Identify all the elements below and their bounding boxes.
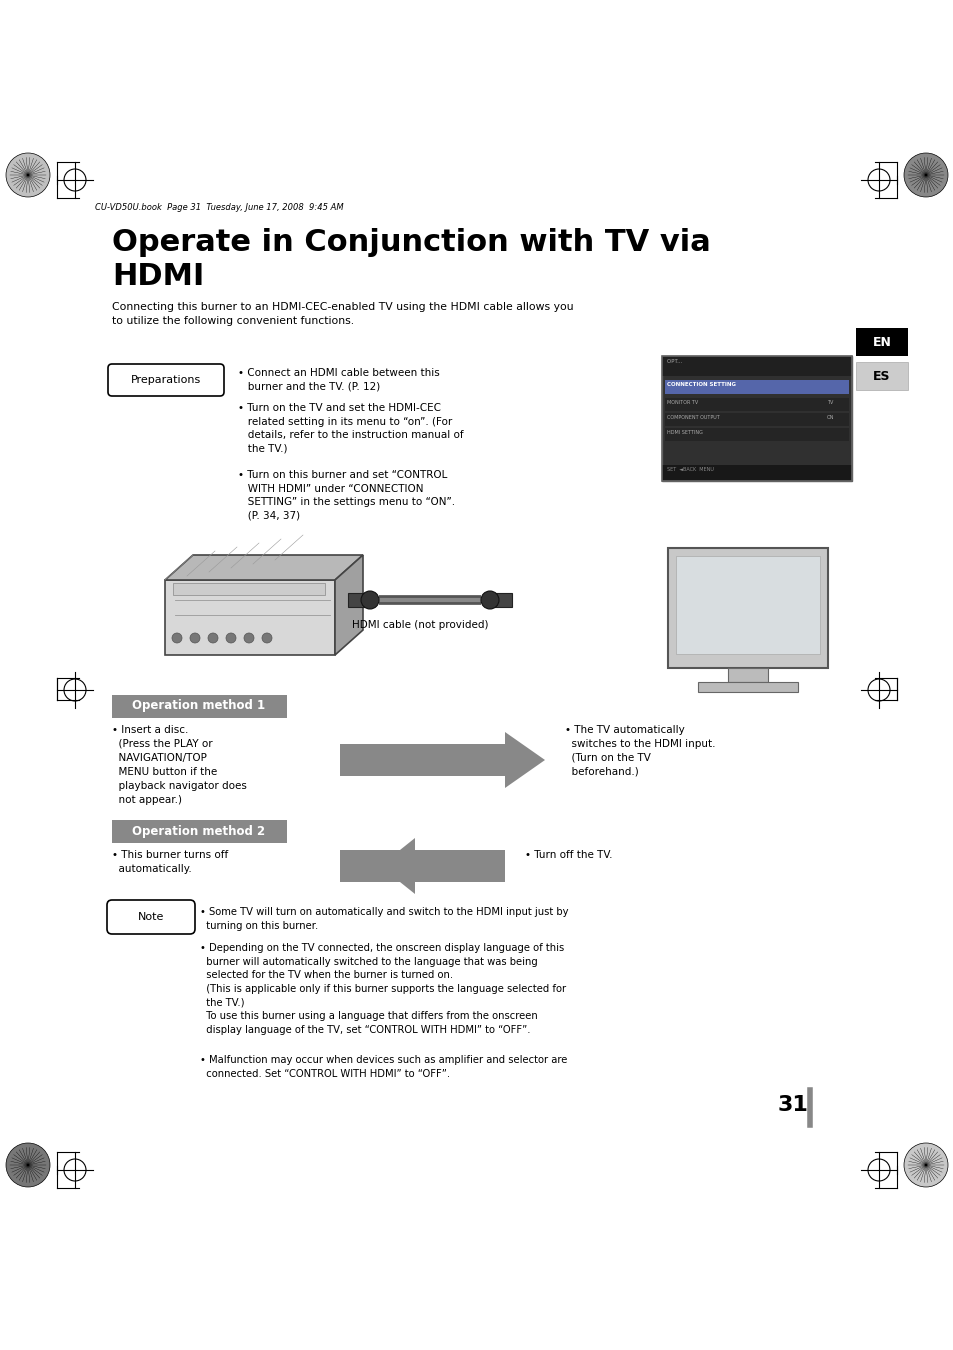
FancyBboxPatch shape — [698, 682, 797, 693]
Text: • Turn off the TV.: • Turn off the TV. — [524, 850, 612, 860]
Text: • Depending on the TV connected, the onscreen display language of this
  burner : • Depending on the TV connected, the ons… — [200, 944, 565, 1034]
FancyBboxPatch shape — [664, 413, 848, 427]
Polygon shape — [379, 838, 415, 894]
FancyBboxPatch shape — [661, 356, 851, 377]
Text: HDMI cable (not provided): HDMI cable (not provided) — [352, 620, 488, 630]
FancyBboxPatch shape — [108, 364, 224, 396]
Text: ON: ON — [826, 414, 834, 420]
Text: EN: EN — [872, 336, 890, 348]
Text: Operation method 1: Operation method 1 — [132, 699, 265, 713]
FancyBboxPatch shape — [112, 819, 287, 842]
Text: • The TV automatically
  switches to the HDMI input.
  (Turn on the TV
  beforeh: • The TV automatically switches to the H… — [564, 725, 715, 778]
Circle shape — [262, 633, 272, 643]
FancyBboxPatch shape — [667, 548, 827, 668]
Circle shape — [172, 633, 182, 643]
Text: Connecting this burner to an HDMI-CEC-enabled TV using the HDMI cable allows you: Connecting this burner to an HDMI-CEC-en… — [112, 302, 573, 325]
Text: • Malfunction may occur when devices such as amplifier and selector are
  connec: • Malfunction may occur when devices suc… — [200, 1054, 567, 1079]
Text: HDMI SETTING: HDMI SETTING — [666, 431, 702, 435]
Text: 31: 31 — [777, 1095, 807, 1115]
FancyBboxPatch shape — [855, 362, 907, 390]
Circle shape — [903, 153, 947, 197]
Text: • Turn on the TV and set the HDMI-CEC
   related setting in its menu to “on”. (F: • Turn on the TV and set the HDMI-CEC re… — [237, 404, 463, 454]
Text: CONNECTION SETTING: CONNECTION SETTING — [666, 382, 735, 387]
Polygon shape — [335, 555, 363, 655]
Text: HDMI: HDMI — [112, 262, 204, 292]
Text: • Turn on this burner and set “CONTROL
   WITH HDMI” under “CONNECTION
   SETTIN: • Turn on this burner and set “CONTROL W… — [237, 470, 455, 521]
Text: TV: TV — [826, 400, 833, 405]
Text: SET  ◄BACK  MENU: SET ◄BACK MENU — [666, 467, 713, 472]
FancyBboxPatch shape — [339, 744, 504, 776]
Text: OPT...: OPT... — [666, 359, 685, 364]
FancyBboxPatch shape — [661, 356, 851, 481]
Text: Preparations: Preparations — [131, 375, 201, 385]
FancyBboxPatch shape — [855, 328, 907, 356]
FancyBboxPatch shape — [107, 900, 194, 934]
FancyBboxPatch shape — [664, 398, 848, 410]
Circle shape — [903, 1143, 947, 1187]
Text: • Some TV will turn on automatically and switch to the HDMI input just by
  turn: • Some TV will turn on automatically and… — [200, 907, 568, 930]
Text: ES: ES — [872, 370, 890, 382]
Circle shape — [208, 633, 218, 643]
Polygon shape — [504, 732, 544, 788]
Circle shape — [244, 633, 253, 643]
FancyBboxPatch shape — [664, 379, 848, 394]
FancyBboxPatch shape — [348, 593, 374, 608]
FancyBboxPatch shape — [165, 580, 335, 655]
Circle shape — [226, 633, 235, 643]
Text: • This burner turns off
  automatically.: • This burner turns off automatically. — [112, 850, 228, 873]
Text: Note: Note — [137, 913, 164, 922]
FancyBboxPatch shape — [676, 556, 820, 653]
Text: Operate in Conjunction with TV via: Operate in Conjunction with TV via — [112, 228, 710, 256]
Polygon shape — [165, 555, 363, 580]
FancyBboxPatch shape — [112, 695, 287, 718]
Text: CU-VD50U.book  Page 31  Tuesday, June 17, 2008  9:45 AM: CU-VD50U.book Page 31 Tuesday, June 17, … — [95, 202, 343, 212]
Circle shape — [6, 1143, 50, 1187]
FancyBboxPatch shape — [172, 583, 325, 595]
Circle shape — [190, 633, 200, 643]
FancyBboxPatch shape — [661, 464, 851, 481]
Text: COMPONENT OUTPUT: COMPONENT OUTPUT — [666, 414, 719, 420]
Circle shape — [480, 591, 498, 609]
FancyBboxPatch shape — [339, 850, 504, 882]
FancyBboxPatch shape — [485, 593, 512, 608]
Text: MONITOR TV: MONITOR TV — [666, 400, 698, 405]
Text: Operation method 2: Operation method 2 — [132, 825, 265, 837]
Text: • Connect an HDMI cable between this
   burner and the TV. (P. 12): • Connect an HDMI cable between this bur… — [237, 369, 439, 391]
Circle shape — [360, 591, 378, 609]
Circle shape — [6, 153, 50, 197]
Text: • Insert a disc.
  (Press the PLAY or
  NAVIGATION/TOP
  MENU button if the
  pl: • Insert a disc. (Press the PLAY or NAVI… — [112, 725, 247, 805]
FancyBboxPatch shape — [664, 428, 848, 441]
FancyBboxPatch shape — [727, 668, 767, 682]
